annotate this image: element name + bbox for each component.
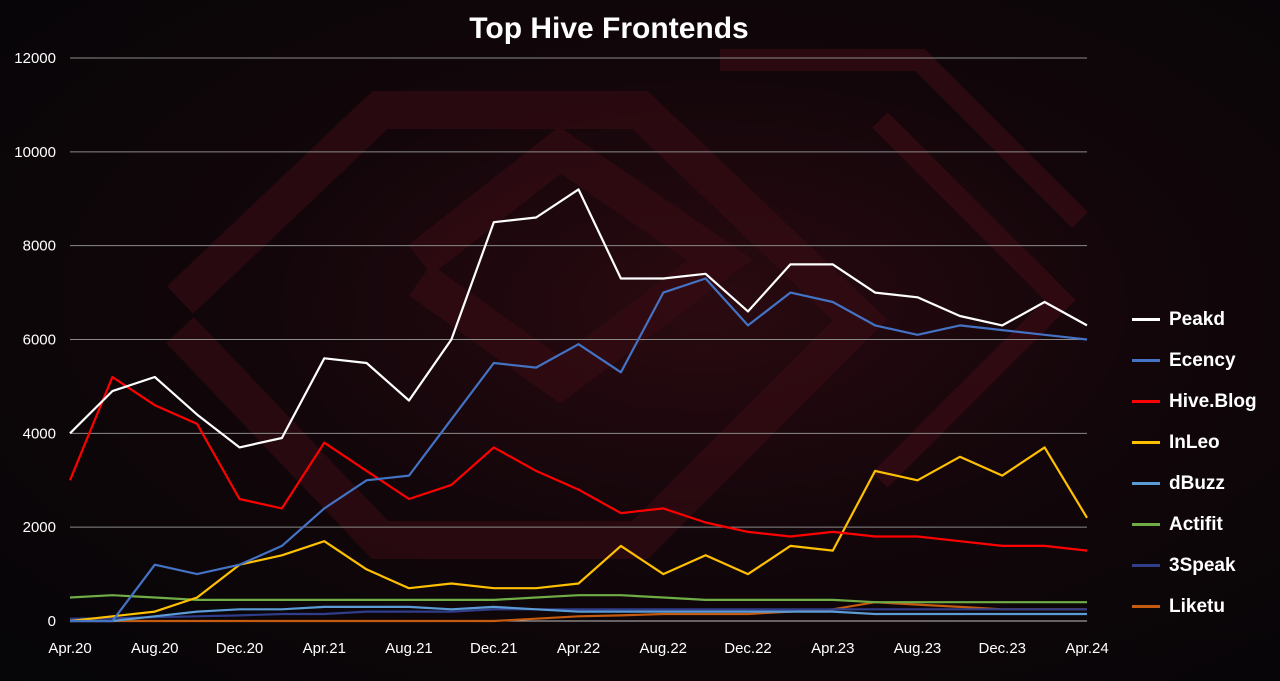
series-line-3speak	[69, 608, 1087, 620]
series-line-ecency	[70, 277, 1088, 623]
legend-label: Hive.Blog	[1169, 391, 1257, 412]
y-tick-label: 8000	[23, 238, 56, 255]
x-tick-label: Apr.21	[303, 640, 346, 657]
y-tick-label: 12000	[14, 50, 56, 67]
x-tick-label: Apr.20	[48, 640, 91, 657]
legend-swatch	[1132, 400, 1160, 403]
legend-swatch	[1132, 441, 1160, 444]
legend-label: Actifit	[1169, 514, 1223, 535]
x-tick-label: Apr.23	[811, 640, 854, 657]
series-line-dbuzz	[70, 605, 1087, 623]
series-line-hive-blog	[68, 375, 1088, 552]
legend-swatch	[1132, 605, 1160, 608]
x-tick-label: Dec.20	[216, 640, 264, 657]
y-tick-label: 0	[48, 613, 56, 630]
x-tick-label: Dec.22	[724, 640, 772, 657]
y-tick-label: 6000	[23, 332, 56, 349]
series-line-peakd	[69, 188, 1088, 449]
y-tick-label: 10000	[14, 144, 56, 161]
x-tick-label: Aug.22	[639, 640, 687, 657]
y-tick-label: 4000	[23, 425, 56, 442]
x-axis-ticks: Apr.20 Aug.20 Dec.20 Apr.21 Aug.21 Dec.21 Apr.…	[48, 640, 1108, 657]
x-tick-label: Dec.23	[978, 640, 1026, 657]
x-tick-label: Aug.21	[385, 640, 433, 657]
legend-swatch	[1132, 482, 1160, 485]
y-tick-label: 2000	[23, 519, 56, 536]
legend-label: 3Speak	[1169, 555, 1236, 576]
series-lines	[68, 188, 1088, 623]
x-tick-label: Aug.20	[131, 640, 179, 657]
y-axis-ticks: 0 2000 4000 6000 8000 10000 12000	[14, 50, 56, 630]
legend-label: dBuzz	[1169, 473, 1225, 494]
x-tick-label: Aug.23	[894, 640, 942, 657]
legend-swatch	[1132, 359, 1160, 362]
legend-label: InLeo	[1169, 432, 1220, 453]
legend-swatch	[1132, 318, 1160, 321]
chart-title: Top Hive Frontends	[469, 12, 749, 45]
series-line-actifit	[69, 594, 1087, 604]
x-tick-label: Apr.24	[1065, 640, 1108, 657]
series-line-liketu	[70, 601, 1087, 623]
x-tick-label: Apr.22	[557, 640, 600, 657]
gridlines	[70, 57, 1087, 622]
legend-swatch	[1132, 523, 1160, 526]
legend-label: Ecency	[1169, 350, 1236, 371]
legend-swatch	[1132, 564, 1160, 567]
legend-label: Peakd	[1169, 309, 1225, 330]
x-tick-label: Dec.21	[470, 640, 518, 657]
legend-label: Liketu	[1169, 596, 1225, 617]
